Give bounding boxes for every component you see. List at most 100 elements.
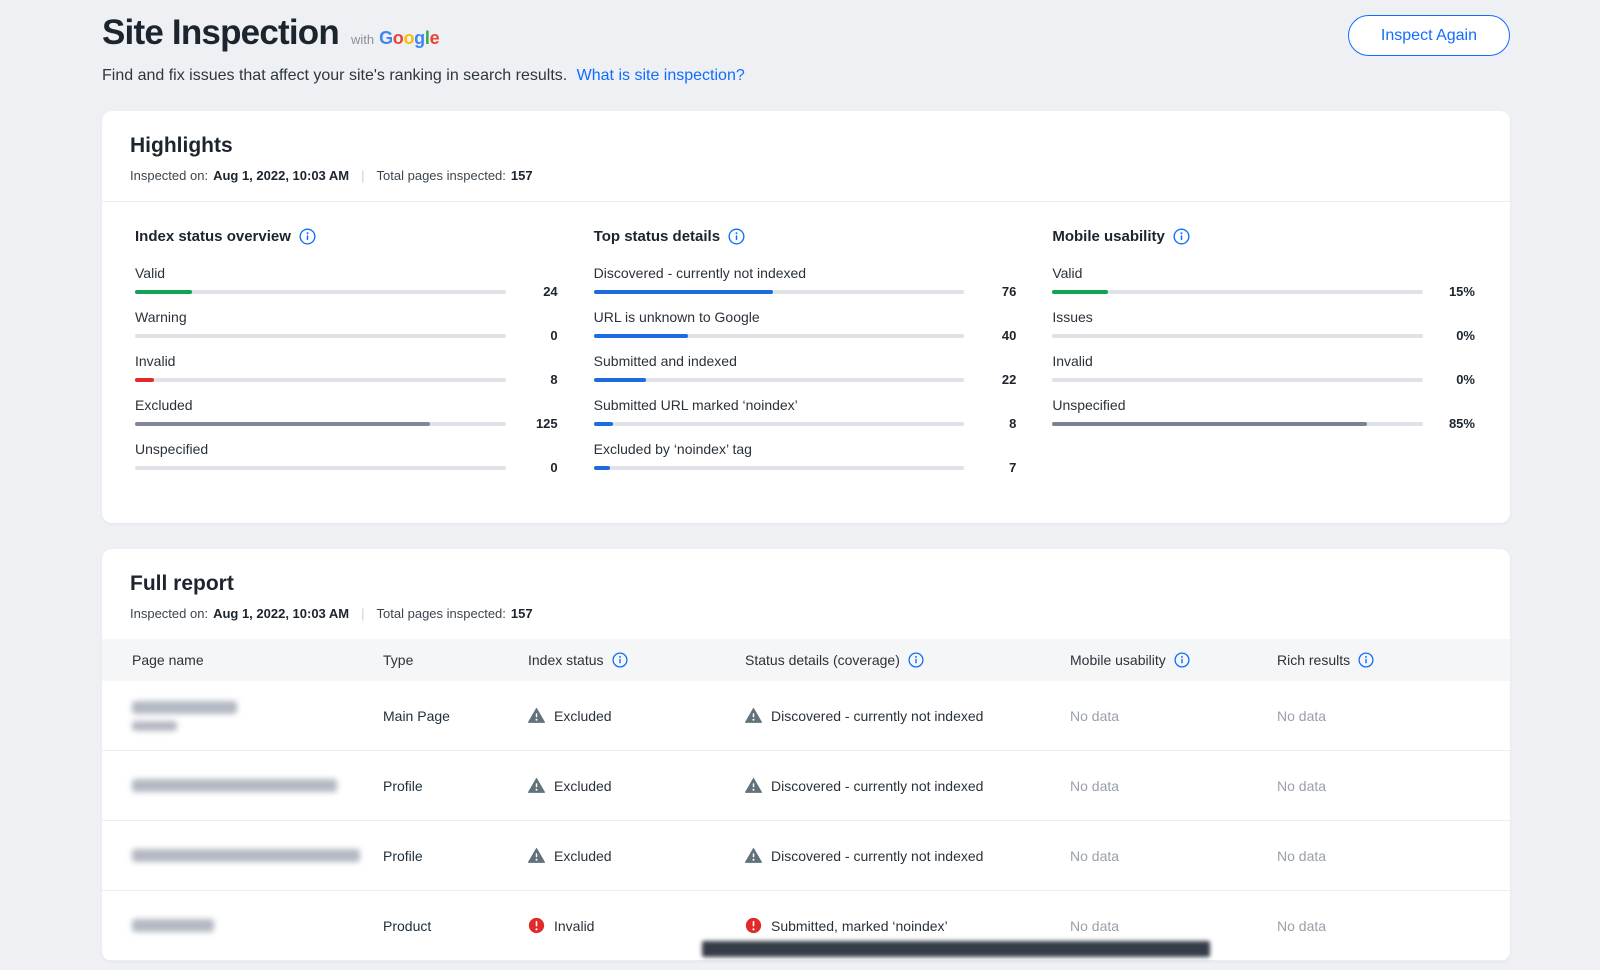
full-report-meta: Inspected on: Aug 1, 2022, 10:03 AM | To… xyxy=(130,606,1482,621)
metric-bar-area: Warning xyxy=(135,309,506,338)
metric-value: 15% xyxy=(1448,284,1475,299)
progress-track xyxy=(135,290,506,294)
status-details-cell: Submitted, marked ‘noindex’ xyxy=(745,917,1070,934)
error-icon xyxy=(745,917,762,934)
mobile-usability-value: No data xyxy=(1070,777,1120,794)
page-name-redacted xyxy=(132,779,383,792)
metric-label: Valid xyxy=(135,265,166,281)
warning-icon xyxy=(528,707,545,724)
metric-row: Warning 0 xyxy=(135,309,558,343)
progress-track xyxy=(593,290,965,294)
metric-value: 0% xyxy=(1456,328,1475,343)
metric-row: Unspecified 0 xyxy=(135,441,558,475)
blurred-content-strip xyxy=(702,941,1210,957)
metric-row: Invalid 8 xyxy=(135,353,558,387)
divider xyxy=(102,201,1510,202)
metric-row: Submitted and indexed 22 xyxy=(593,353,1016,387)
column-header-status-details: Status details (coverage) xyxy=(745,652,1070,668)
metric-bar-area: URL is unknown to Google xyxy=(593,309,965,338)
metric-label: Excluded by ‘noindex’ tag xyxy=(593,441,752,457)
full-report-title: Full report xyxy=(130,572,234,595)
metric-bar-area: Unspecified xyxy=(1052,397,1423,426)
progress-track xyxy=(593,334,965,338)
rich-results-value: No data xyxy=(1277,917,1327,934)
status-details-cell: Discovered - currently not indexed xyxy=(745,847,1070,864)
highlights-panels: Index status overview Valid xyxy=(102,202,1510,523)
highlights-meta: Inspected on: Aug 1, 2022, 10:03 AM | To… xyxy=(130,168,1482,183)
progress-track xyxy=(1052,290,1423,294)
progress-fill xyxy=(593,378,646,382)
warning-icon xyxy=(745,777,762,794)
metric-row: URL is unknown to Google 40 xyxy=(593,309,1016,343)
info-icon[interactable] xyxy=(612,652,628,668)
info-icon[interactable] xyxy=(299,228,316,245)
metric-list: Discovered - currently not indexed 76 UR… xyxy=(593,265,1017,475)
progress-track xyxy=(593,378,965,382)
progress-fill xyxy=(135,290,192,294)
metric-row: Excluded by ‘noindex’ tag 7 xyxy=(593,441,1016,475)
metric-bar-area: Invalid xyxy=(1052,353,1423,382)
page-type: Main Page xyxy=(383,707,450,724)
metric-row: Excluded 125 xyxy=(135,397,558,431)
status-details-label: Submitted, marked ‘noindex’ xyxy=(771,917,948,934)
blurred-text xyxy=(132,779,337,792)
panel-title-text: Index status overview xyxy=(135,228,291,245)
info-icon[interactable] xyxy=(1358,652,1374,668)
metric-value: 85% xyxy=(1448,416,1475,431)
metric-value: 0 xyxy=(550,460,558,475)
progress-fill xyxy=(1052,422,1368,426)
metric-bar-area: Discovered - currently not indexed xyxy=(593,265,965,294)
metric-label: Warning xyxy=(135,309,187,325)
panel-title-text: Top status details xyxy=(593,228,721,245)
metric-row: Issues 0% xyxy=(1052,309,1475,343)
highlights-card: Highlights Inspected on: Aug 1, 2022, 10… xyxy=(102,111,1510,523)
info-icon[interactable] xyxy=(908,652,924,668)
metric-row: Unspecified 85% xyxy=(1052,397,1475,431)
with-text: with xyxy=(350,32,375,47)
full-report-card: Full report Inspected on: Aug 1, 2022, 1… xyxy=(102,549,1510,961)
progress-track xyxy=(135,378,506,382)
info-icon[interactable] xyxy=(1174,652,1190,668)
column-header-page-name: Page name xyxy=(132,652,204,668)
page-header: Site Inspection with Google Inspect Agai… xyxy=(102,13,1510,56)
progress-track xyxy=(135,466,506,470)
meta-divider: | xyxy=(361,168,365,183)
highlights-head: Highlights Inspected on: Aug 1, 2022, 10… xyxy=(102,111,1510,201)
site-inspection-page: Site Inspection with Google Inspect Agai… xyxy=(102,0,1510,961)
status-details-label: Discovered - currently not indexed xyxy=(771,777,984,794)
progress-track xyxy=(1052,422,1423,426)
metric-row: Valid 15% xyxy=(1052,265,1475,299)
index-status-label: Invalid xyxy=(554,917,595,934)
column-header-index-status: Index status xyxy=(528,652,745,668)
progress-track xyxy=(1052,378,1423,382)
rich-results-value: No data xyxy=(1277,777,1327,794)
panel-title: Index status overview xyxy=(135,228,558,245)
total-pages-value: 157 xyxy=(510,168,533,183)
progress-fill xyxy=(593,466,611,470)
with-google-label: with Google xyxy=(350,28,440,49)
status-details-label: Discovered - currently not indexed xyxy=(771,847,984,864)
metric-label: Issues xyxy=(1052,309,1093,325)
blurred-text xyxy=(132,700,237,714)
total-pages-label: Total pages inspected: xyxy=(376,168,506,183)
inspected-on-label: Inspected on: xyxy=(130,606,209,621)
metric-list: Valid 24 Warning xyxy=(135,265,558,475)
inspect-again-button[interactable]: Inspect Again xyxy=(1347,15,1510,56)
progress-track xyxy=(135,422,506,426)
metric-label: Valid xyxy=(1052,265,1083,281)
progress-fill xyxy=(1052,290,1108,294)
metric-label: Unspecified xyxy=(1052,397,1126,413)
what-is-site-inspection-link[interactable]: What is site inspection? xyxy=(576,67,745,84)
metric-value: 0 xyxy=(550,328,558,343)
metric-value: 22 xyxy=(1001,372,1017,387)
info-icon[interactable] xyxy=(728,228,745,245)
metric-value: 7 xyxy=(1009,460,1017,475)
panel-title: Top status details xyxy=(594,228,1017,245)
progress-track xyxy=(135,334,506,338)
google-letter: o xyxy=(392,28,404,48)
table-row: Main Page Excluded Discovered - currentl… xyxy=(102,681,1510,751)
info-icon[interactable] xyxy=(1173,228,1190,245)
page-name-redacted xyxy=(132,700,383,731)
metric-bar-area: Unspecified xyxy=(135,441,506,470)
metric-value: 8 xyxy=(1009,416,1017,431)
